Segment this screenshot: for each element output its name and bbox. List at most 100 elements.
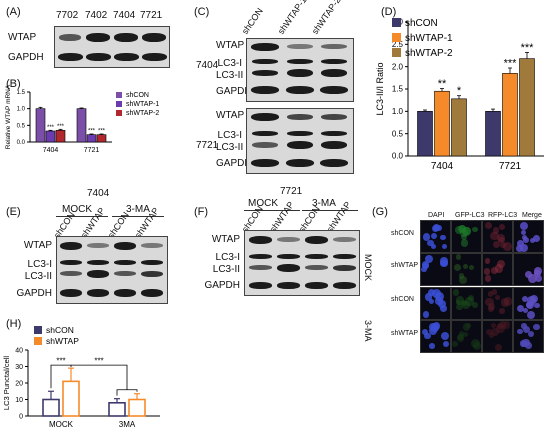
significance-label: *** — [57, 124, 65, 130]
bar — [451, 98, 467, 157]
legend-label: shWTAP-1 — [405, 33, 453, 44]
row-label-lc3-ii: LC3-II — [216, 70, 244, 81]
row-label-lc3-i: LC3-I — [217, 58, 242, 69]
panel-h-label: (H) — [6, 318, 22, 330]
panel-g-label: (G) — [372, 206, 388, 218]
panel-d-label: (D) — [381, 6, 397, 18]
y-tick-label: 20 — [15, 381, 23, 388]
legend-label: shWTAP-2 — [126, 110, 159, 117]
row-label-lc3-i: LC3-I — [217, 130, 242, 141]
significance-label: *** — [521, 42, 535, 54]
row-label-wtap: WTAP — [211, 234, 240, 245]
group-label-mock: MOCK — [363, 254, 373, 281]
microscopy-image — [482, 320, 513, 353]
y-tick-label: 1.0 — [17, 107, 26, 113]
significance-label: ** — [438, 78, 447, 90]
western-blot — [244, 230, 360, 296]
panel-b-label: (B) — [6, 78, 21, 90]
panel-a-label: (A) — [6, 6, 21, 18]
column-label: DAPI — [428, 212, 445, 219]
bar — [42, 398, 60, 417]
row-label-gapdh: GAPDH — [16, 288, 52, 299]
y-tick-label: 40 — [15, 348, 23, 355]
western-blot — [246, 108, 354, 174]
legend-label: shCON — [405, 18, 438, 29]
significance-label: *** — [88, 129, 96, 135]
y-tick-label: 0.0 — [392, 152, 404, 161]
y-tick-label: 0.5 — [17, 123, 26, 129]
row-label: shCON — [391, 296, 414, 303]
significance-bracket — [116, 389, 138, 396]
significance-label: *** — [47, 125, 55, 131]
bar — [96, 134, 107, 143]
lane-label: 7402 — [85, 10, 108, 21]
blot-row — [55, 47, 169, 66]
microscopy-image — [420, 287, 451, 320]
lane-label: shCON — [239, 6, 265, 37]
microscopy-image — [420, 220, 451, 253]
y-tick-label: 0.5 — [392, 129, 404, 138]
column-label: GFP-LC3 — [455, 212, 485, 219]
y-tick-label: 2.0 — [392, 62, 404, 71]
panel-c-label: (C) — [194, 6, 210, 18]
row-label-wtap: WTAP — [216, 40, 245, 51]
blot-title: 7404 — [87, 188, 110, 199]
legend-swatch — [392, 48, 401, 57]
row-label-wtap: WTAP — [8, 32, 37, 43]
row-label-lc3-ii: LC3-II — [212, 264, 240, 275]
group-label-3ma: 3-MA — [312, 198, 336, 209]
significance-label: *** — [98, 129, 106, 135]
group-label-3ma: 3-MA — [363, 320, 373, 342]
y-axis-label: LC3-II/I Ratio — [375, 62, 385, 115]
western-blot — [246, 38, 354, 102]
legend-label: shWTAP-2 — [405, 48, 453, 59]
y-tick-label: 10 — [15, 397, 23, 404]
row-label-gapdh: GAPDH — [8, 52, 44, 63]
y-tick-label: 0 — [19, 414, 23, 421]
legend-swatch — [116, 101, 122, 107]
y-tick-label: 1.0 — [392, 107, 404, 116]
legend-swatch — [116, 92, 122, 98]
bar — [86, 134, 97, 143]
row-label: shWTAP — [391, 330, 419, 337]
row-label-gapdh: GAPDH — [216, 86, 252, 97]
microscopy-image — [451, 253, 482, 286]
bar — [45, 130, 56, 143]
western-blot — [56, 236, 168, 304]
bar — [108, 402, 126, 417]
group-label-mock: MOCK — [248, 198, 278, 209]
microscopy-image — [451, 220, 482, 253]
y-tick-label: 0.0 — [17, 140, 26, 146]
bar — [519, 58, 535, 157]
bar-chart-h: 0 10 20 30 40 LC3 Punctal/cell MOCK 3MA *** *** sh… — [2, 325, 160, 429]
lane-label: 7721 — [140, 10, 163, 21]
legend-label: shCON — [46, 325, 74, 335]
group-label-3ma: 3-MA — [126, 204, 150, 215]
panel-f-label: (F) — [194, 206, 209, 218]
group-label-mock: MOCK — [62, 204, 92, 215]
microscopy-image — [451, 287, 482, 320]
significance-label: *** — [94, 357, 103, 366]
legend-label: shCON — [126, 92, 149, 99]
legend-label: shWTAP — [46, 336, 79, 346]
bar — [35, 108, 46, 143]
row-label-gapdh: GAPDH — [216, 158, 252, 169]
blot-title: 7721 — [280, 186, 303, 197]
row-label: shWTAP — [391, 262, 419, 269]
significance-label: *** — [56, 357, 65, 366]
y-axis-label: Relative WTAP mRNA — [5, 84, 12, 149]
blot-row — [55, 27, 169, 48]
row-label-lc3-ii: LC3-II — [24, 271, 52, 282]
row-label-lc3-i: LC3-I — [215, 252, 240, 263]
y-axis-label: LC3 Punctal/cell — [2, 356, 11, 411]
column-label: RFP-LC3 — [488, 212, 518, 219]
bar — [434, 90, 450, 157]
row-label-wtap: WTAP — [216, 110, 245, 121]
legend-swatch — [392, 33, 401, 42]
y-tick-label: 30 — [15, 364, 23, 371]
y-tick-label: 2.5 — [392, 40, 404, 49]
row-label: shCON — [391, 230, 414, 237]
microscopy-image — [420, 253, 451, 286]
microscopy-image — [513, 320, 544, 353]
